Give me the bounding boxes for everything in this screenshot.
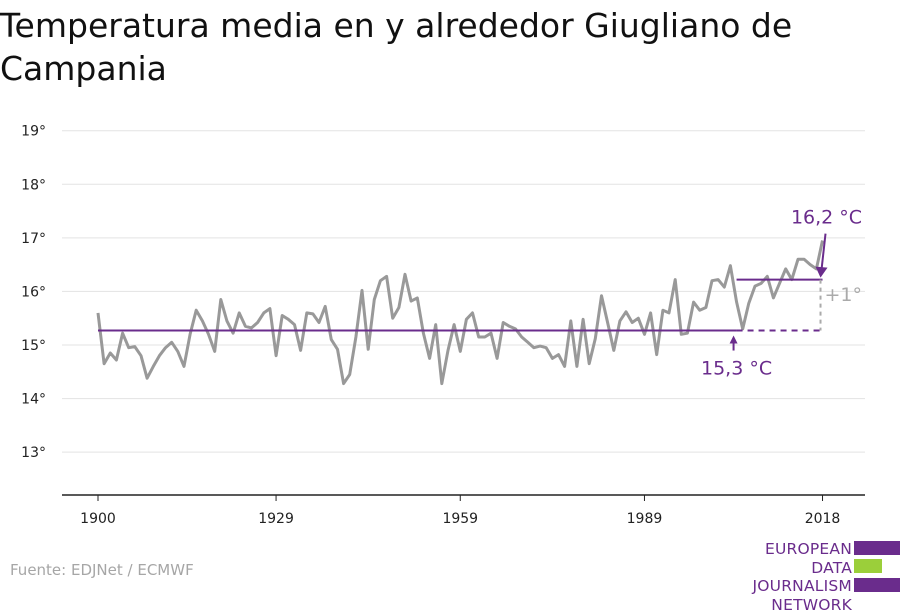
- y-tick-label: 19°: [21, 124, 46, 140]
- baseline-arrowhead: [730, 336, 738, 344]
- y-tick-label: 18°: [21, 177, 46, 193]
- difference-label: +1°: [825, 284, 863, 306]
- logo-bar-green: [854, 559, 882, 573]
- logo-bar-purple-bottom: [854, 578, 900, 592]
- logo-line-2: DATA JOURNALISM: [710, 559, 852, 596]
- y-tick-label: 17°: [21, 231, 46, 247]
- logo-line-1: EUROPEAN: [710, 540, 852, 559]
- y-tick-label: 16°: [21, 284, 46, 300]
- recent-average-arrowhead: [816, 267, 828, 278]
- line-chart: 13° 14° 15° 16° 17° 18° 19° 1900 1929 1959 1989 201…: [0, 0, 900, 600]
- recent-average-label: 16,2 °C: [791, 207, 862, 229]
- x-tick-label: 1989: [627, 511, 663, 527]
- y-tick-label: 15°: [21, 338, 46, 354]
- x-tick-label: 2018: [805, 511, 841, 527]
- source-note: Fuente: EDJNet / ECMWF: [10, 561, 194, 579]
- reference-lines: [98, 280, 823, 331]
- x-tick-label: 1929: [258, 511, 294, 527]
- edjnet-logo: EUROPEAN DATA JOURNALISM NETWORK: [710, 540, 900, 596]
- logo-text: EUROPEAN DATA JOURNALISM NETWORK: [710, 540, 852, 614]
- logo-bars: [854, 540, 900, 596]
- annotations: +1° 16,2 °C 15,3 °C: [701, 207, 862, 380]
- baseline-average-label: 15,3 °C: [701, 358, 772, 380]
- x-tick-label: 1900: [80, 511, 116, 527]
- grid-lines: [62, 131, 865, 452]
- logo-line-3: NETWORK: [710, 596, 852, 614]
- y-tick-label: 13°: [21, 445, 46, 461]
- logo-bar-purple-top: [854, 541, 900, 555]
- x-tick-label: 1959: [442, 511, 478, 527]
- recent-average-arrow: [822, 234, 826, 270]
- y-tick-label: 14°: [21, 392, 46, 408]
